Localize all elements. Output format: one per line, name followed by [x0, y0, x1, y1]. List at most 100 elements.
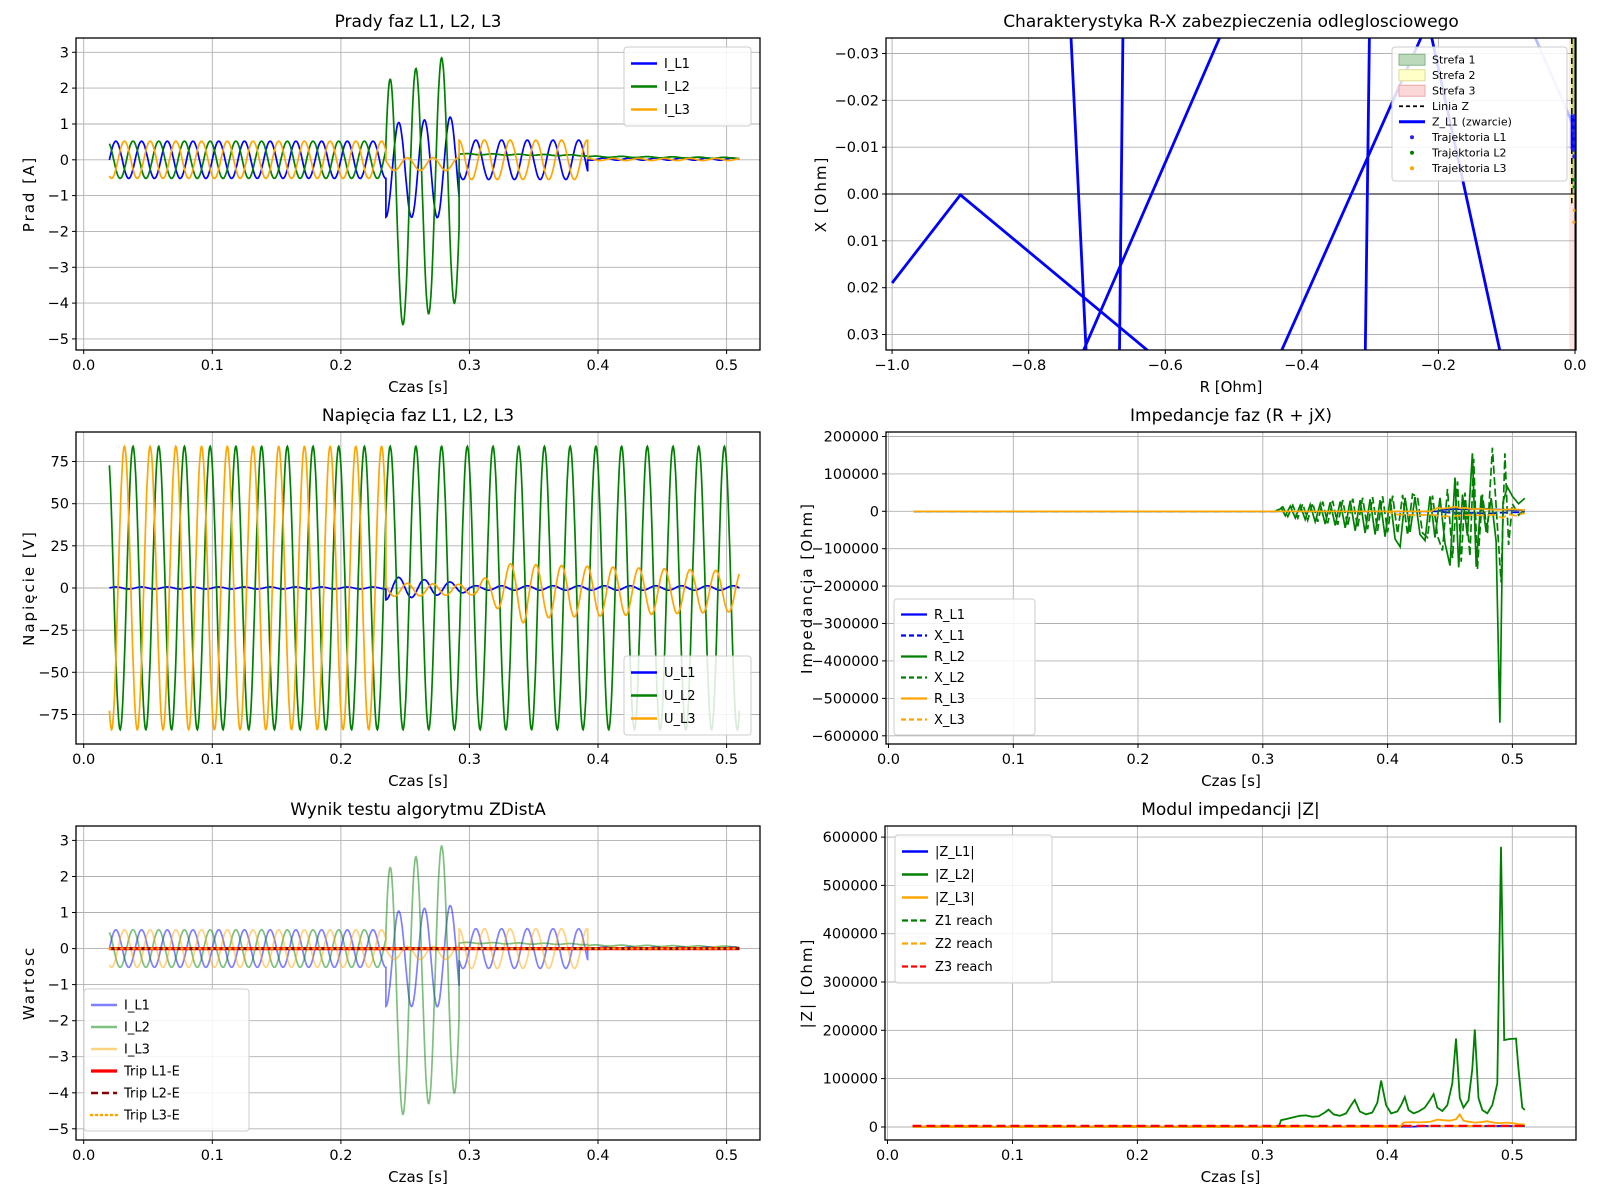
x-axis-label: Czas [s] — [388, 772, 448, 790]
x-tick-label: 0.5 — [715, 752, 738, 768]
y-tick-label: 0 — [60, 942, 69, 958]
legend-frame — [894, 834, 1053, 984]
legend-label: R_L1 — [934, 608, 965, 623]
x-tick-label: 0.4 — [586, 1148, 609, 1164]
y-tick-label: 75 — [51, 455, 69, 471]
y-tick-label: 0.00 — [847, 187, 879, 203]
legend-label: U_L2 — [664, 689, 696, 704]
chart-title-voltages: Napięcia faz L1, L2, L3 — [321, 406, 515, 426]
legend-frame — [83, 988, 250, 1132]
y-tick-label: 50 — [51, 497, 69, 513]
y-tick-label: −1 — [48, 978, 69, 994]
legend-label: Z3 reach — [935, 960, 993, 975]
y-tick-label: −4 — [48, 296, 69, 312]
x-axis-label: Czas [s] — [1200, 1168, 1261, 1186]
legend-box: R_L1 X_L1 R_L2 X_L2 R_L3 X_L3 — [893, 598, 1036, 736]
legend-frame — [623, 655, 752, 736]
y-tick-label: −5 — [48, 332, 69, 348]
series-layer — [108, 56, 740, 326]
y-tick-label: 1 — [60, 906, 69, 922]
y-tick-label: −75 — [38, 708, 69, 724]
plot-border — [884, 825, 1577, 1141]
x-tick-label: 0.0 — [877, 752, 900, 768]
legend-label: X_L3 — [934, 713, 965, 728]
x-tick-label: 0.0 — [72, 358, 95, 374]
legend-label: U_L1 — [664, 666, 696, 681]
subplot-voltages: Napięcia faz L1, L2, L3 Czas [s] Napięci… — [6, 398, 778, 792]
chart-canvas-voltages: 0.0 0.1 0.2 0.3 0.4 0.5−75−50−250255075U_L1U_… — [38, 431, 761, 768]
chart-title-impedances: Impedancje faz (R + jX) — [1130, 406, 1332, 426]
y-tick-label: 400000 — [823, 927, 878, 943]
subplot-impedances: Impedancje faz (R + jX) Czas [s] Impedan… — [790, 398, 1590, 792]
y-tick-label: −0.01 — [835, 140, 879, 156]
legend-label: Trip L1-E — [123, 1065, 180, 1080]
x-axis-label: Czas [s] — [1201, 772, 1261, 790]
dots-Trajektoria L1 — [1572, 133, 1576, 138]
dots-Trajektoria L3 — [1572, 208, 1576, 212]
series-I_L3 — [108, 138, 740, 181]
series-layer — [912, 846, 1526, 1128]
series-I_L2 — [108, 56, 740, 326]
legend-label: Z2 reach — [935, 937, 993, 952]
y-tick-label: −300000 — [811, 617, 879, 633]
x-tick-label: 0.0 — [876, 1148, 899, 1164]
y-tick-label: 200000 — [823, 1023, 878, 1039]
x-tick-label: −0.2 — [1421, 358, 1456, 374]
plot-border — [75, 825, 761, 1141]
dots-Trajektoria L2 — [1572, 178, 1576, 182]
x-tick-label: 0.3 — [458, 1148, 481, 1164]
series-Z_L1 (zwarcie) — [890, 192, 1150, 350]
legend-label: U_L3 — [664, 712, 696, 727]
y-tick-label: −2 — [48, 224, 69, 240]
y-tick-label: −50 — [38, 665, 69, 681]
grid-lines: 0.0 0.1 0.2 0.3 0.4 0.5 −600000 −500000 −400000 −… — [811, 430, 1576, 768]
chart-canvas-zmod: 0.0 0.1 0.2 0.3 0.4 0.5 0 100000 200000 300000 400… — [823, 825, 1577, 1164]
legend-swatch-marker — [1410, 150, 1414, 155]
dots-Trajektoria L1 — [1571, 121, 1576, 126]
legend-swatch-marker — [1410, 166, 1414, 171]
x-tick-label: 0.3 — [1251, 752, 1274, 768]
x-axis-label: R [Ohm] — [1199, 378, 1263, 396]
y-tick-label: −3 — [48, 260, 69, 276]
legend-swatch-patch — [1398, 84, 1426, 97]
x-tick-label: 0.1 — [1002, 752, 1025, 768]
legend-label: R_L3 — [934, 692, 965, 707]
x-tick-label: 0.0 — [1563, 358, 1586, 374]
series-Z_L1 (zwarcie) — [1069, 38, 1088, 350]
y-tick-label: −2 — [48, 1014, 69, 1030]
x-tick-label: −0.8 — [1011, 358, 1046, 374]
y-tick-label: −4 — [48, 1086, 69, 1102]
y-tick-label: −5 — [48, 1122, 69, 1138]
legend-label: I_L3 — [664, 103, 690, 118]
y-tick-label: −3 — [48, 1050, 69, 1066]
plot-border — [885, 431, 1577, 745]
y-tick-label: 600000 — [823, 830, 878, 846]
legend-swatch-patch — [1398, 69, 1426, 82]
y-tick-label: 2 — [60, 81, 69, 97]
series-layer — [913, 447, 1526, 723]
legend-label: Linia Z — [1432, 100, 1469, 113]
x-tick-label: 0.1 — [201, 1148, 224, 1164]
legend-label: Trajektoria L3 — [1431, 162, 1507, 175]
legend-label: Z1 reach — [935, 914, 993, 929]
y-tick-label: 300000 — [823, 975, 878, 991]
series-I_L2 — [108, 844, 740, 1116]
y-tick-label: 3 — [60, 45, 69, 61]
x-tick-label: 0.5 — [1501, 752, 1524, 768]
series-layer — [108, 844, 741, 1116]
subplot-zdista-result: Wynik testu algorytmu ZDistA Czas [s] Wa… — [6, 792, 778, 1196]
y-tick-label: 0 — [60, 581, 69, 597]
x-tick-label: 0.3 — [458, 358, 481, 374]
dots-Trajektoria L1 — [1571, 128, 1576, 133]
legend-label: Trajektoria L2 — [1431, 147, 1507, 160]
legend-frame — [893, 598, 1036, 736]
y-tick-label: 0.02 — [847, 281, 879, 297]
chart-canvas-rx: −1.0 −0.8 −0.6 −0.4 −0.2 0.0 −0.03 −0.02 −0.01 0.… — [835, 37, 1587, 374]
y-tick-label: 0 — [870, 504, 879, 520]
y-tick-label: −600000 — [811, 729, 879, 745]
x-tick-label: 0.2 — [329, 752, 352, 768]
legend-label: X_L2 — [934, 671, 965, 686]
y-tick-label: 100000 — [824, 467, 879, 483]
series-Z_L1 (zwarcie) — [1363, 38, 1371, 350]
